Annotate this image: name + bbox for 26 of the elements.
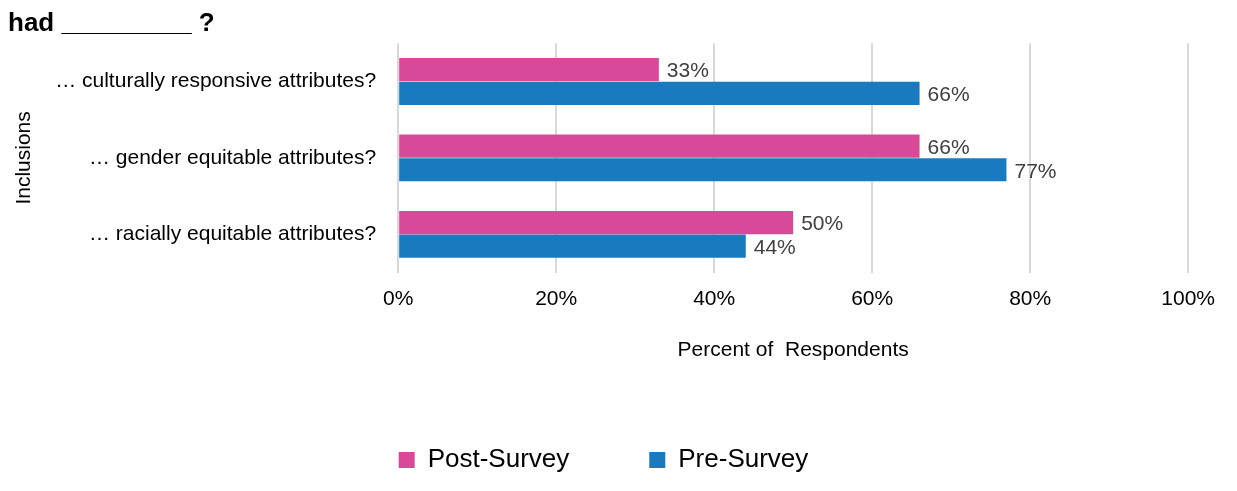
text: 66% (927, 82, 970, 106)
x-tick-label: 20% (535, 286, 578, 309)
y-tick-label: … racially equitable attributes? (89, 221, 377, 245)
bar (399, 210, 794, 235)
text: 77% (1014, 158, 1057, 182)
text: had _________ ? (8, 6, 215, 37)
bar (399, 234, 746, 258)
y-tick-label: … gender equitable attributes? (88, 144, 377, 168)
bar (399, 81, 920, 105)
text: 33% (666, 58, 709, 82)
bar (399, 134, 920, 158)
legend-label: Post-Survey (427, 443, 570, 474)
x-tick-label: 100% (1161, 286, 1215, 309)
text: 50% (801, 211, 844, 235)
legend-label: Pre-Survey (678, 443, 809, 474)
bar (399, 57, 659, 82)
y-axis-title: Inclusions (11, 111, 35, 205)
bar (399, 158, 1007, 182)
x-tick-label: 0% (383, 286, 414, 309)
x-tick-label: 40% (693, 286, 736, 309)
x-axis-title: Percent of Respondents (677, 337, 909, 361)
x-tick-label: 60% (851, 286, 894, 309)
y-tick-label: … culturally responsive attributes? (55, 68, 377, 92)
x-tick-label: 80% (1009, 286, 1052, 309)
text: 66% (927, 134, 970, 158)
text: 44% (753, 235, 796, 259)
